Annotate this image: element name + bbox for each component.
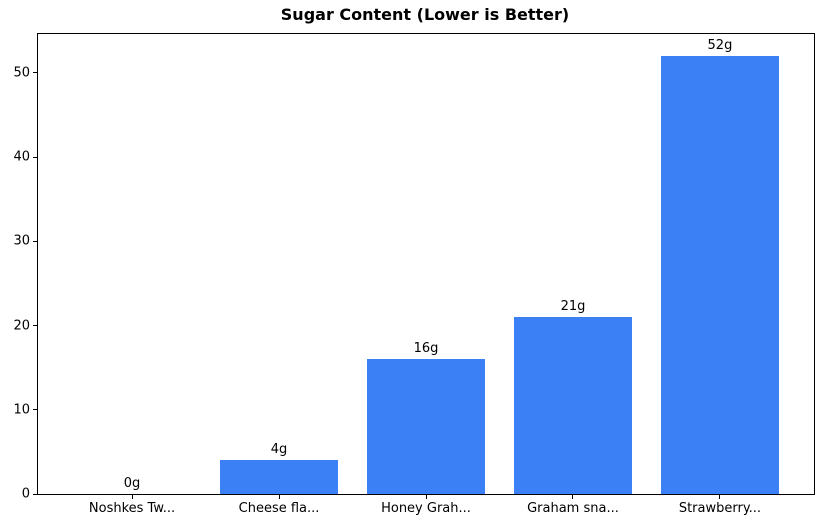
x-tick-label: Noshkes Tw... — [88, 501, 176, 516]
bar — [661, 55, 779, 494]
x-tick-mark — [278, 495, 280, 499]
bar-value-label: 16g — [413, 341, 439, 357]
x-tick-label: Cheese fla... — [238, 501, 320, 516]
chart-title: Sugar Content (Lower is Better) — [280, 5, 570, 24]
y-tick-mark — [33, 240, 37, 242]
bar-value-label: 21g — [560, 299, 586, 315]
bar — [367, 359, 485, 494]
bar — [514, 317, 632, 494]
y-tick-label: 40 — [13, 149, 30, 165]
y-tick-label: 50 — [13, 65, 30, 81]
y-tick-mark — [33, 72, 37, 74]
x-tick-label: Graham sna... — [527, 501, 619, 516]
y-tick-label: 10 — [13, 402, 30, 418]
y-tick-mark — [33, 156, 37, 158]
x-tick-label: Strawberry... — [678, 501, 762, 516]
y-tick-mark — [33, 409, 37, 411]
bar — [220, 460, 338, 494]
y-tick-label: 0 — [21, 486, 30, 502]
y-tick-mark — [33, 325, 37, 326]
bar-value-label: 52g — [707, 37, 733, 53]
x-tick-label: Honey Grah... — [381, 501, 471, 516]
y-tick-label: 30 — [13, 233, 30, 249]
plot-area: 0 10 20 30 40 50 0g Noshkes Tw... 4g Cheese fla..… — [13, 33, 815, 515]
x-tick-mark — [572, 495, 574, 499]
x-tick-mark — [131, 495, 133, 499]
x-tick-mark — [425, 495, 427, 499]
x-tick-mark — [719, 495, 721, 499]
y-tick-label: 20 — [13, 318, 30, 333]
bar-value-label: 4g — [270, 442, 288, 458]
bar-value-label: 0g — [123, 476, 141, 491]
y-tick-mark — [33, 493, 37, 495]
